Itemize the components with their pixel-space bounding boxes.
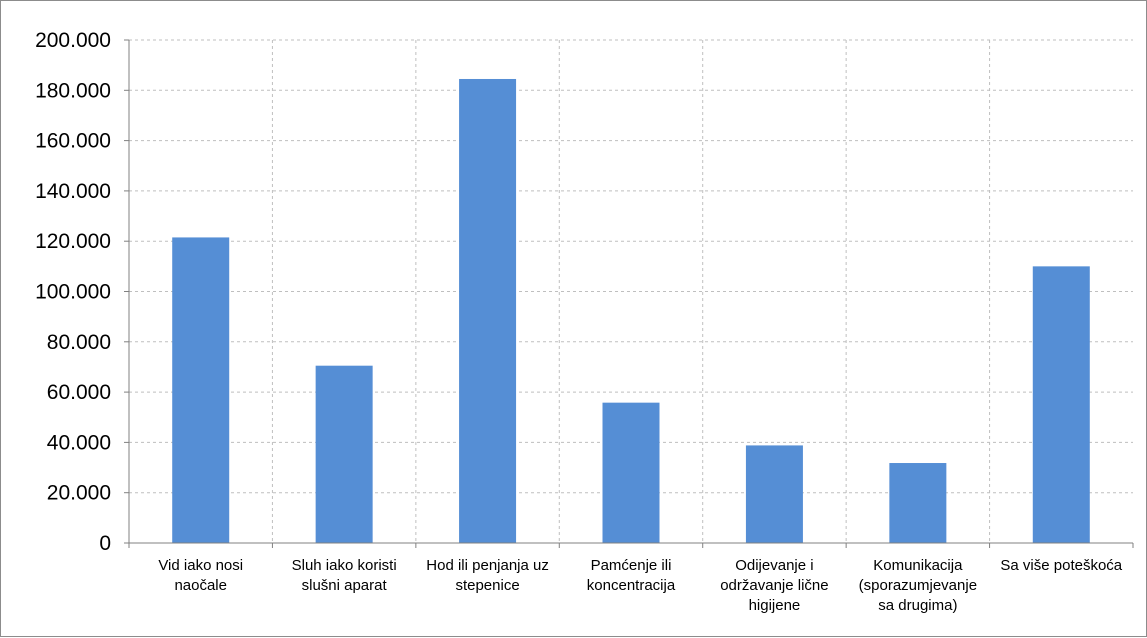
x-category-label-line: Sluh iako koristi	[292, 557, 397, 574]
y-tick-label: 0	[99, 532, 111, 555]
bar	[315, 365, 373, 543]
x-category-label-line: Pamćenje ili	[591, 557, 672, 574]
y-tick-label: 120.000	[35, 230, 111, 253]
y-tick-label: 20.000	[47, 482, 111, 505]
x-category-label: Odijevanje i održavanje lične higijene	[720, 557, 828, 614]
x-category-label-line: sa drugima)	[878, 597, 957, 614]
x-category-label-line: Vid iako nosi	[158, 557, 243, 574]
x-category-label-line: naočale	[174, 577, 227, 594]
y-tick-label: 200.000	[35, 29, 111, 52]
y-tick-label: 100.000	[35, 281, 111, 304]
y-tick-label: 80.000	[47, 331, 111, 354]
x-category-label-line: Sa više poteškoća	[1000, 557, 1122, 574]
bar	[745, 445, 803, 543]
y-tick-labels: 0 20.000 40.000 60.000 80.000 100.000 120.000 1…	[35, 29, 111, 555]
x-category-label: Hod ili penjanja uz stepenice	[426, 557, 549, 594]
x-category-label-line: održavanje lične	[720, 577, 828, 594]
x-category-label-line: (sporazumjevanje	[859, 577, 977, 594]
gridlines	[129, 39, 1133, 543]
x-category-label-line: stepenice	[455, 577, 519, 594]
bar	[459, 78, 517, 544]
bar	[1032, 266, 1090, 543]
y-tick-label: 140.000	[35, 180, 111, 203]
bars	[172, 78, 1090, 544]
bar	[889, 463, 947, 543]
x-category-label: Sa više poteškoća	[1000, 557, 1122, 574]
bar	[602, 402, 660, 543]
x-category-label: Vid iako nosi naočale	[158, 557, 243, 594]
x-category-label-line: higijene	[749, 597, 801, 614]
x-category-label-line: Odijevanje i	[735, 557, 813, 574]
axes	[124, 39, 1134, 548]
x-category-label-line: koncentracija	[587, 577, 676, 594]
x-category-label: Komunikacija (sporazumjevanje sa drugima)	[859, 557, 977, 614]
y-tick-label: 180.000	[35, 79, 111, 102]
bar	[172, 237, 230, 544]
x-category-label: Sluh iako koristi slušni aparat	[292, 557, 397, 594]
y-tick-label: 160.000	[35, 130, 111, 153]
x-category-label-line: slušni aparat	[302, 577, 388, 594]
x-category-labels: Vid iako nosi naočale Sluh iako koristi slu…	[158, 557, 1122, 614]
y-tick-label: 60.000	[47, 381, 111, 404]
x-category-label-line: Komunikacija	[873, 557, 963, 574]
x-category-label: Pamćenje ili koncentracija	[587, 557, 676, 594]
y-tick-label: 40.000	[47, 431, 111, 454]
x-category-label-line: Hod ili penjanja uz	[426, 557, 549, 574]
